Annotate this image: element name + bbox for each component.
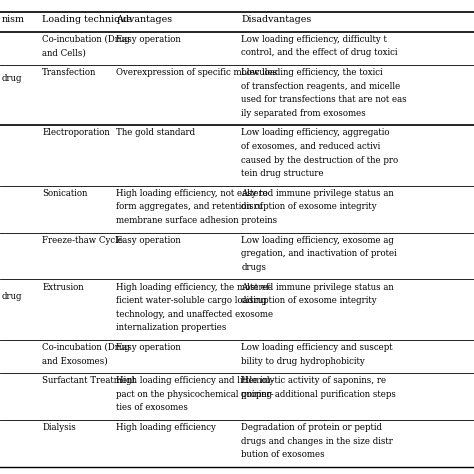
Text: Freeze-thaw Cycle: Freeze-thaw Cycle xyxy=(42,236,123,245)
Text: technology, and unaffected exosome: technology, and unaffected exosome xyxy=(116,310,273,319)
Text: bility to drug hydrophobicity: bility to drug hydrophobicity xyxy=(241,356,365,365)
Text: and Cells): and Cells) xyxy=(42,48,86,57)
Text: ties of exosomes: ties of exosomes xyxy=(116,403,188,412)
Text: of transfection reagents, and micelle: of transfection reagents, and micelle xyxy=(241,82,401,91)
Text: The gold standard: The gold standard xyxy=(116,128,195,137)
Text: Transfection: Transfection xyxy=(42,68,97,77)
Text: Dialysis: Dialysis xyxy=(42,423,76,432)
Text: High loading efficiency: High loading efficiency xyxy=(116,423,216,432)
Text: Easy operation: Easy operation xyxy=(116,35,181,44)
Text: Low loading efficiency, exosome ag: Low loading efficiency, exosome ag xyxy=(241,236,394,245)
Text: bution of exosomes: bution of exosomes xyxy=(241,450,325,459)
Text: control, and the effect of drug toxici: control, and the effect of drug toxici xyxy=(241,48,398,57)
Text: Easy operation: Easy operation xyxy=(116,343,181,352)
Text: Altered immune privilege status an: Altered immune privilege status an xyxy=(241,283,394,292)
Text: caused by the destruction of the pro: caused by the destruction of the pro xyxy=(241,155,398,164)
Text: ily separated from exosomes: ily separated from exosomes xyxy=(241,109,366,118)
Text: Co-incubation (Drug: Co-incubation (Drug xyxy=(42,343,130,352)
Text: High loading efficiency, the most ef-: High loading efficiency, the most ef- xyxy=(116,283,272,292)
Text: Loading technique: Loading technique xyxy=(42,15,132,24)
Text: form aggregates, and retention of: form aggregates, and retention of xyxy=(116,202,263,211)
Text: Low loading efficiency, aggregatio: Low loading efficiency, aggregatio xyxy=(241,128,390,137)
Text: Electroporation: Electroporation xyxy=(42,128,110,137)
Text: used for transfections that are not eas: used for transfections that are not eas xyxy=(241,95,407,104)
Text: Low loading efficiency, difficulty t: Low loading efficiency, difficulty t xyxy=(241,35,387,44)
Text: Low loading efficiency and suscept: Low loading efficiency and suscept xyxy=(241,343,393,352)
Text: Altered immune privilege status an: Altered immune privilege status an xyxy=(241,189,394,198)
Text: drug: drug xyxy=(2,292,22,301)
Text: High loading efficiency, not easy to: High loading efficiency, not easy to xyxy=(116,189,267,198)
Text: membrane surface adhesion proteins: membrane surface adhesion proteins xyxy=(116,216,277,225)
Text: Advantages: Advantages xyxy=(116,15,172,24)
Text: nism: nism xyxy=(2,15,25,24)
Text: Co-incubation (Drug: Co-incubation (Drug xyxy=(42,35,130,44)
Text: Easy operation: Easy operation xyxy=(116,236,181,245)
Text: Overexpression of specific molecules: Overexpression of specific molecules xyxy=(116,68,277,77)
Text: disruption of exosome integrity: disruption of exosome integrity xyxy=(241,202,377,211)
Text: Hemolytic activity of saponins, re: Hemolytic activity of saponins, re xyxy=(241,376,386,385)
Text: drugs and changes in the size distr: drugs and changes in the size distr xyxy=(241,437,393,446)
Text: quiring additional purification steps: quiring additional purification steps xyxy=(241,390,396,399)
Text: tein drug structure: tein drug structure xyxy=(241,169,324,178)
Text: Extrusion: Extrusion xyxy=(42,283,84,292)
Text: internalization properties: internalization properties xyxy=(116,323,226,332)
Text: ficient water-soluble cargo loading: ficient water-soluble cargo loading xyxy=(116,296,266,305)
Text: drug: drug xyxy=(2,74,22,83)
Text: Sonication: Sonication xyxy=(42,189,88,198)
Text: High loading efficiency and little im-: High loading efficiency and little im- xyxy=(116,376,273,385)
Text: Surfactant Treatment: Surfactant Treatment xyxy=(42,376,136,385)
Text: drugs: drugs xyxy=(241,263,266,272)
Text: disruption of exosome integrity: disruption of exosome integrity xyxy=(241,296,377,305)
Text: of exosomes, and reduced activi: of exosomes, and reduced activi xyxy=(241,142,381,151)
Text: pact on the physicochemical proper-: pact on the physicochemical proper- xyxy=(116,390,273,399)
Text: gregation, and inactivation of protei: gregation, and inactivation of protei xyxy=(241,249,397,258)
Text: and Exosomes): and Exosomes) xyxy=(42,356,108,365)
Text: Disadvantages: Disadvantages xyxy=(241,15,311,24)
Text: Low loading efficiency, the toxici: Low loading efficiency, the toxici xyxy=(241,68,383,77)
Text: Degradation of protein or peptid: Degradation of protein or peptid xyxy=(241,423,382,432)
